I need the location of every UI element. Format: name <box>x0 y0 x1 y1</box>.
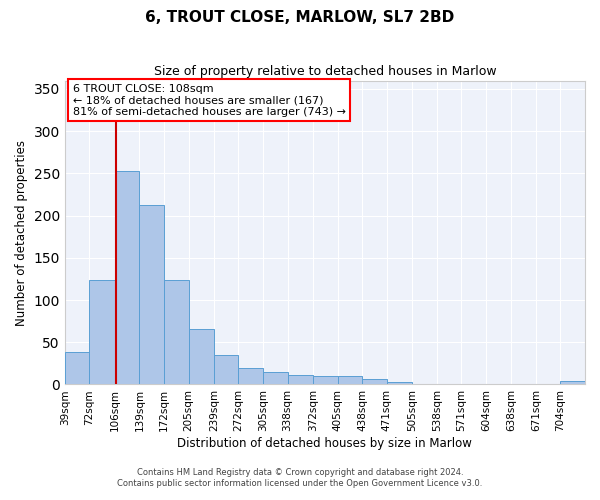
Text: 6 TROUT CLOSE: 108sqm
← 18% of detached houses are smaller (167)
81% of semi-det: 6 TROUT CLOSE: 108sqm ← 18% of detached … <box>73 84 346 117</box>
Bar <box>214 355 238 384</box>
Bar <box>89 280 115 384</box>
Text: 6, TROUT CLOSE, MARLOW, SL7 2BD: 6, TROUT CLOSE, MARLOW, SL7 2BD <box>145 10 455 25</box>
Bar <box>65 352 89 384</box>
Bar <box>287 375 313 384</box>
Bar <box>560 381 585 384</box>
Title: Size of property relative to detached houses in Marlow: Size of property relative to detached ho… <box>154 65 496 78</box>
Bar <box>263 372 287 384</box>
X-axis label: Distribution of detached houses by size in Marlow: Distribution of detached houses by size … <box>178 437 472 450</box>
Bar <box>164 280 188 384</box>
Bar <box>362 380 387 384</box>
Bar <box>139 206 164 384</box>
Bar <box>313 376 338 384</box>
Bar <box>115 171 139 384</box>
Text: Contains HM Land Registry data © Crown copyright and database right 2024.
Contai: Contains HM Land Registry data © Crown c… <box>118 468 482 487</box>
Bar <box>238 368 263 384</box>
Bar <box>188 328 214 384</box>
Bar <box>338 376 362 384</box>
Bar <box>387 382 412 384</box>
Y-axis label: Number of detached properties: Number of detached properties <box>15 140 28 326</box>
